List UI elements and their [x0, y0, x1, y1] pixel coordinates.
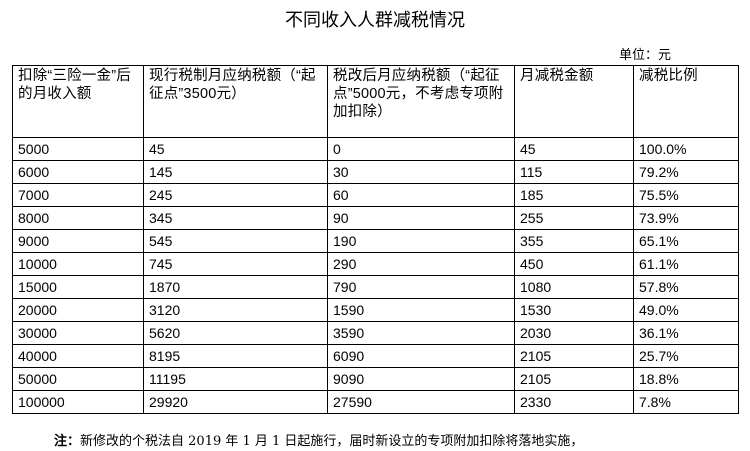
table-row: 15000 1870 790 1080 57.8% [12, 275, 739, 299]
cell-current-tax: 5620 [143, 321, 328, 345]
cell-monthly-reduction: 355 [514, 229, 634, 253]
cell-monthly-income: 9000 [12, 229, 144, 253]
table-row: 50000 11195 9090 2105 18.8% [12, 367, 739, 391]
unit-label: 单位：元 [619, 48, 672, 63]
cell-reduction-ratio: 100.0% [633, 137, 739, 161]
table-row: 100000 29920 27590 2330 7.8% [12, 390, 739, 414]
cell-current-tax: 45 [143, 137, 328, 161]
cell-reduction-ratio: 65.1% [633, 229, 739, 253]
cell-new-tax: 60 [327, 183, 515, 207]
table-row: 8000 345 90 255 73.9% [12, 206, 739, 230]
cell-reduction-ratio: 73.9% [633, 206, 739, 230]
table-row: 30000 5620 3590 2030 36.1% [12, 321, 739, 345]
table-row: 6000 145 30 115 79.2% [12, 160, 739, 184]
header-monthly-income: 扣除“三险一金”后的月收入额 [12, 65, 144, 138]
table-row: 20000 3120 1590 1530 49.0% [12, 298, 739, 322]
cell-monthly-reduction: 1530 [514, 298, 634, 322]
cell-monthly-reduction: 2105 [514, 344, 634, 368]
footnote-label: 注： [54, 434, 81, 449]
table-row: 9000 545 190 355 65.1% [12, 229, 739, 253]
tax-reduction-table: 扣除“三险一金”后的月收入额 现行税制月应纳税额（“起征点”3500元） 税改后… [12, 65, 739, 414]
cell-new-tax: 30 [327, 160, 515, 184]
cell-reduction-ratio: 49.0% [633, 298, 739, 322]
header-monthly-reduction: 月减税金额 [514, 65, 634, 138]
cell-reduction-ratio: 18.8% [633, 367, 739, 391]
cell-monthly-income: 5000 [12, 137, 144, 161]
cell-new-tax: 790 [327, 275, 515, 299]
footnote-text: 新修改的个税法自 2019 年 1 月 1 日起施行，届时新设立的专项附加扣除将… [80, 434, 584, 449]
cell-current-tax: 29920 [143, 390, 328, 414]
cell-monthly-income: 20000 [12, 298, 144, 322]
cell-monthly-income: 40000 [12, 344, 144, 368]
cell-reduction-ratio: 61.1% [633, 252, 739, 276]
cell-monthly-income: 7000 [12, 183, 144, 207]
cell-current-tax: 8195 [143, 344, 328, 368]
cell-monthly-reduction: 2030 [514, 321, 634, 345]
cell-monthly-income: 100000 [12, 390, 144, 414]
cell-current-tax: 245 [143, 183, 328, 207]
cell-new-tax: 3590 [327, 321, 515, 345]
table-row: 5000 45 0 45 100.0% [12, 137, 739, 161]
cell-reduction-ratio: 57.8% [633, 275, 739, 299]
cell-monthly-income: 15000 [12, 275, 144, 299]
cell-monthly-reduction: 185 [514, 183, 634, 207]
cell-monthly-reduction: 2105 [514, 367, 634, 391]
cell-new-tax: 90 [327, 206, 515, 230]
cell-monthly-income: 6000 [12, 160, 144, 184]
header-new-tax: 税改后月应纳税额（“起征点”5000元，不考虑专项附加扣除） [327, 65, 515, 138]
table-row: 10000 745 290 450 61.1% [12, 252, 739, 276]
cell-monthly-income: 50000 [12, 367, 144, 391]
cell-current-tax: 545 [143, 229, 328, 253]
cell-monthly-reduction: 115 [514, 160, 634, 184]
cell-monthly-income: 30000 [12, 321, 144, 345]
header-reduction-ratio: 减税比例 [633, 65, 739, 138]
cell-new-tax: 0 [327, 137, 515, 161]
table-header-row: 扣除“三险一金”后的月收入额 现行税制月应纳税额（“起征点”3500元） 税改后… [12, 65, 739, 138]
cell-monthly-reduction: 1080 [514, 275, 634, 299]
cell-new-tax: 1590 [327, 298, 515, 322]
cell-current-tax: 1870 [143, 275, 328, 299]
cell-current-tax: 145 [143, 160, 328, 184]
table-row: 40000 8195 6090 2105 25.7% [12, 344, 739, 368]
cell-monthly-income: 10000 [12, 252, 144, 276]
cell-new-tax: 290 [327, 252, 515, 276]
cell-monthly-reduction: 45 [514, 137, 634, 161]
cell-current-tax: 745 [143, 252, 328, 276]
cell-new-tax: 190 [327, 229, 515, 253]
header-current-tax: 现行税制月应纳税额（“起征点”3500元） [143, 65, 328, 138]
page-title: 不同收入人群减税情况 [285, 10, 465, 31]
cell-monthly-reduction: 255 [514, 206, 634, 230]
cell-reduction-ratio: 36.1% [633, 321, 739, 345]
cell-monthly-reduction: 450 [514, 252, 634, 276]
table-row: 7000 245 60 185 75.5% [12, 183, 739, 207]
cell-reduction-ratio: 79.2% [633, 160, 739, 184]
cell-monthly-income: 8000 [12, 206, 144, 230]
cell-current-tax: 11195 [143, 367, 328, 391]
cell-current-tax: 345 [143, 206, 328, 230]
cell-reduction-ratio: 75.5% [633, 183, 739, 207]
footnote: 注：新修改的个税法自 2019 年 1 月 1 日起施行，届时新设立的专项附加扣… [54, 430, 583, 449]
cell-new-tax: 9090 [327, 367, 515, 391]
cell-current-tax: 3120 [143, 298, 328, 322]
cell-reduction-ratio: 25.7% [633, 344, 739, 368]
cell-reduction-ratio: 7.8% [633, 390, 739, 414]
table-body: 5000 45 0 45 100.0% 6000 145 30 115 79.2% 7000 245 6… [12, 137, 739, 414]
cell-monthly-reduction: 2330 [514, 390, 634, 414]
cell-new-tax: 27590 [327, 390, 515, 414]
cell-new-tax: 6090 [327, 344, 515, 368]
